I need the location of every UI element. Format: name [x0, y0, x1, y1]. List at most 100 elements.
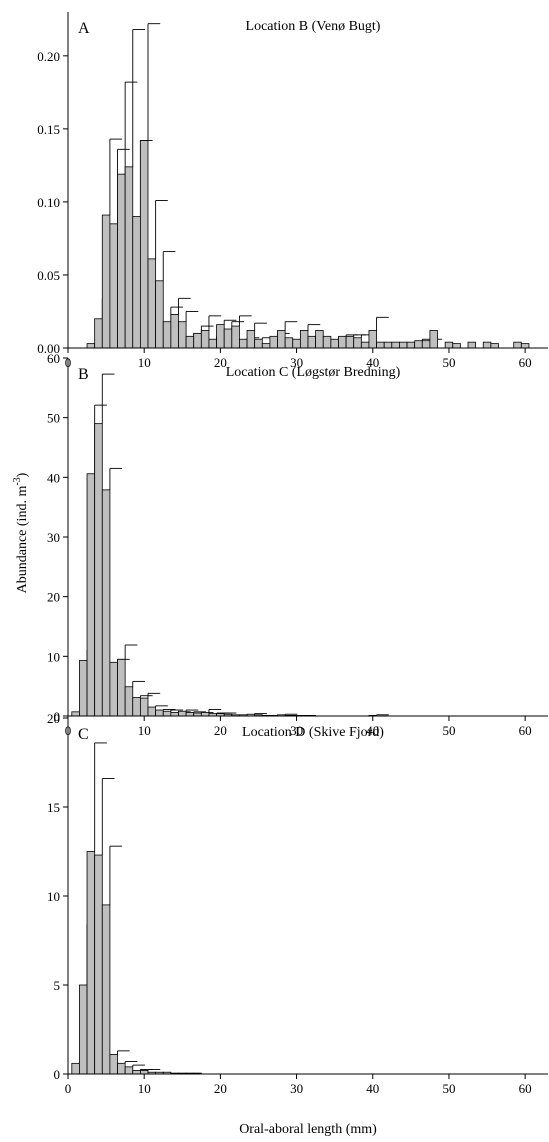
bar: [132, 1070, 141, 1075]
bar: [345, 335, 355, 349]
bar: [109, 1054, 118, 1075]
bar: [383, 341, 393, 349]
x-tick-label: 10: [138, 355, 151, 370]
x-tick-label: 40: [366, 1081, 379, 1096]
y-tick-label: 40: [47, 470, 60, 485]
bar: [109, 661, 118, 717]
y-tick-label: 50: [47, 411, 60, 426]
y-tick-label: 0.05: [37, 268, 60, 283]
bar: [124, 166, 134, 349]
chart-title: Location C (Løgstør Bredning): [226, 365, 401, 380]
bar: [178, 321, 187, 349]
x-tick-label: 0: [65, 1081, 72, 1096]
y-axis-label-superscript: -3: [12, 477, 23, 485]
bar: [139, 1070, 149, 1075]
bar: [124, 1066, 134, 1075]
bar: [421, 340, 431, 349]
x-tick-label: 10: [138, 723, 151, 738]
bar: [185, 712, 195, 717]
x-tick-label: 50: [442, 1081, 455, 1096]
bar: [94, 423, 103, 717]
bar: [467, 341, 477, 349]
bar: [71, 711, 80, 717]
bar: [360, 341, 370, 349]
x-tick-label: 30: [290, 723, 303, 738]
y-tick-label: 0.20: [37, 49, 60, 64]
bar: [147, 258, 157, 349]
bar: [155, 280, 164, 349]
y-tick-label: 0.10: [37, 195, 60, 210]
bar: [86, 851, 96, 1075]
bar: [71, 1062, 80, 1075]
x-tick-label: 30: [290, 355, 303, 370]
x-tick-label: 10: [138, 1081, 151, 1096]
bar: [299, 330, 309, 349]
bar: [132, 697, 141, 717]
x-tick-label: 20: [214, 1081, 227, 1096]
x-tick-label: 50: [442, 355, 455, 370]
bar: [94, 854, 103, 1075]
bar: [208, 338, 217, 349]
x-tick-label: 30: [290, 1081, 303, 1096]
chart-title: Location B (Venø Bugt): [246, 19, 381, 34]
bar: [117, 173, 126, 349]
y-tick-label: 10: [47, 649, 60, 664]
bar: [322, 335, 332, 349]
y-tick-label: 15: [47, 800, 60, 815]
bar: [482, 341, 492, 349]
bar: [261, 343, 271, 349]
x-tick-label: 60: [519, 355, 532, 370]
bar: [185, 335, 195, 349]
x-axis-label: Oral-aboral length (mm): [239, 1122, 377, 1137]
bar: [132, 216, 141, 349]
y-tick-label: 20: [47, 590, 60, 605]
bar: [79, 984, 88, 1075]
bar: [429, 330, 438, 349]
x-tick-label: 50: [442, 723, 455, 738]
y-tick-label: 0.15: [37, 122, 60, 137]
bar: [490, 343, 499, 349]
bar: [452, 343, 461, 349]
bar: [391, 341, 400, 349]
y-tick-label: 20: [47, 711, 60, 726]
y-tick-label: 0: [54, 709, 61, 724]
bar: [155, 709, 164, 717]
bar: [292, 338, 301, 349]
panel-letter: B: [78, 366, 89, 383]
bar: [200, 712, 210, 717]
bar: [338, 335, 347, 349]
y-axis-label: Abundance (ind. m-3): [12, 472, 30, 593]
bar: [277, 330, 286, 349]
bar: [239, 338, 248, 349]
bar: [399, 341, 408, 349]
panel-a: 0.000.050.100.150.200 10 20 30 40 50 60A Locati…: [37, 12, 548, 370]
bar: [414, 340, 423, 349]
x-tick-label: 60: [519, 723, 532, 738]
y-tick-label: 10: [47, 889, 60, 904]
bar: [223, 328, 233, 349]
x-tick-label: 40: [366, 723, 379, 738]
x-tick-label: 60: [519, 1081, 532, 1096]
bar: [284, 337, 294, 349]
bar: [139, 140, 149, 349]
bar: [353, 337, 362, 349]
bar: [101, 214, 111, 349]
y-tick-label: 0.00: [37, 341, 60, 356]
bar: [269, 335, 278, 349]
bar: [406, 341, 416, 349]
y-tick-label: 30: [47, 530, 60, 545]
bar: [254, 338, 263, 349]
bar: [124, 686, 134, 717]
bar: [444, 341, 454, 349]
bar: [170, 712, 179, 717]
bar: [139, 697, 149, 717]
chart-title: Location D (Skive Fjord): [242, 725, 384, 740]
bar: [162, 321, 172, 349]
panel-letter: A: [78, 20, 90, 37]
bar: [368, 330, 377, 349]
bar: [101, 904, 111, 1075]
bar: [520, 343, 530, 349]
bar: [170, 313, 179, 349]
